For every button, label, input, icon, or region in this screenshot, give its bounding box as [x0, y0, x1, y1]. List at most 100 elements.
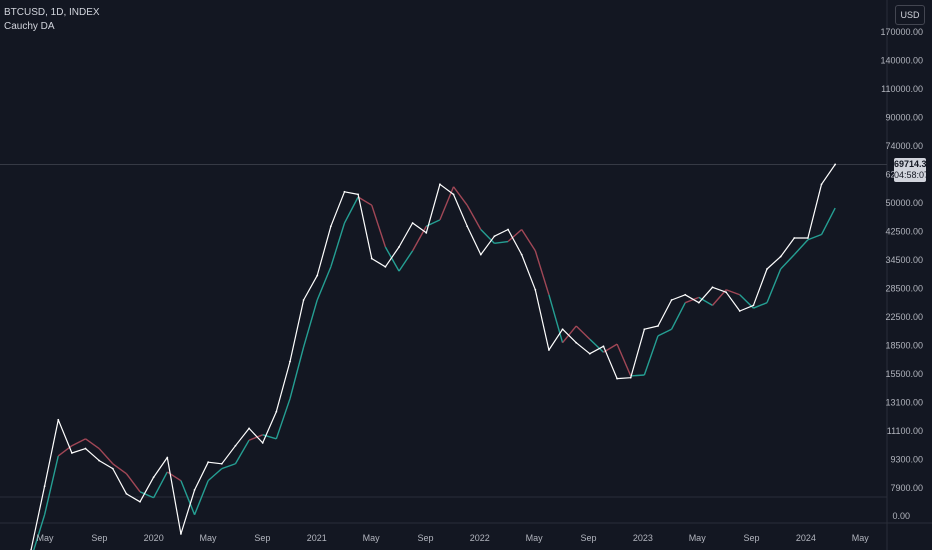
time-tick-label: May — [689, 533, 707, 543]
price-tick-label: 34500.00 — [885, 255, 923, 265]
price-point — [643, 328, 646, 331]
price-point — [629, 376, 632, 379]
price-point — [493, 235, 496, 238]
symbol-title[interactable]: BTCUSD, 1D, INDEX — [4, 7, 100, 18]
band-segment — [616, 343, 632, 377]
price-point — [602, 345, 605, 348]
price-point — [302, 299, 305, 301]
band-segment — [534, 250, 550, 295]
band-segment — [207, 468, 223, 482]
time-axis[interactable]: May Sep 2020 May Sep 2021 May Sep 2022 May Sep 2023… — [36, 533, 869, 543]
currency-button[interactable]: USD — [895, 5, 925, 25]
band-segment — [698, 296, 713, 306]
price-point — [57, 418, 60, 421]
band-segment — [548, 294, 564, 343]
price-point — [575, 341, 578, 344]
band-segment — [780, 254, 795, 270]
price-point — [357, 193, 360, 196]
price-point — [166, 456, 169, 459]
time-tick-label: May — [363, 533, 381, 543]
price-point — [670, 299, 673, 301]
band-segment — [820, 207, 836, 235]
band-segment — [180, 480, 196, 515]
price-point — [193, 488, 196, 491]
price-tick-label: 7900.00 — [890, 483, 923, 493]
price-point — [384, 265, 387, 268]
band-segment — [85, 438, 100, 450]
time-tick-label: 2021 — [307, 533, 327, 543]
price-point — [248, 427, 250, 430]
band-segment — [71, 438, 86, 447]
band-segment — [670, 302, 686, 330]
price-point — [275, 410, 278, 413]
price-point — [779, 255, 782, 258]
band-segment — [725, 289, 741, 296]
price-point — [834, 163, 837, 166]
band-segment — [302, 299, 318, 348]
price-point — [207, 461, 210, 464]
band-segment — [248, 434, 263, 441]
band-segment — [43, 455, 59, 515]
band-segment — [753, 302, 768, 309]
price-tick-label: 11100.00 — [887, 426, 923, 436]
band-segment — [193, 480, 209, 515]
band-segment — [153, 471, 168, 499]
band-segment — [684, 296, 700, 304]
price-tick-label: 170000.00 — [880, 27, 923, 37]
time-tick-label: Sep — [91, 533, 107, 543]
band-segment — [643, 335, 659, 376]
price-tick-label: 15500.00 — [885, 369, 923, 379]
band-segment — [289, 346, 305, 399]
price-point — [711, 286, 714, 289]
band-segment — [562, 325, 577, 344]
price-point — [411, 222, 414, 224]
time-tick-label: Sep — [417, 533, 433, 543]
price-point — [725, 291, 728, 294]
time-tick-label: May — [852, 533, 870, 543]
indicator-tick-label: 0.00 — [892, 511, 910, 521]
band-segment — [793, 239, 809, 256]
price-point — [289, 360, 291, 363]
band-segment — [711, 289, 727, 306]
price-tick-label: 50000.00 — [885, 198, 923, 208]
band-segment — [316, 266, 332, 301]
price-line — [30, 164, 836, 550]
bar-countdown: 04:58:07 — [894, 170, 930, 180]
price-point — [738, 310, 741, 312]
band-segment — [262, 434, 277, 440]
last-price: 69714.38 — [894, 159, 932, 169]
price-point — [98, 459, 101, 462]
band-segment — [371, 204, 387, 248]
band-segment — [657, 328, 672, 337]
time-tick-label: May — [526, 533, 544, 543]
price-point — [793, 237, 796, 239]
price-point — [548, 349, 550, 351]
band-segment — [357, 196, 373, 206]
time-tick-label: May — [200, 533, 218, 543]
price-tick-label: 13100.00 — [885, 398, 923, 408]
price-point — [425, 231, 428, 234]
price-point — [452, 193, 455, 196]
band-segment — [452, 186, 468, 206]
time-tick-label: 2023 — [633, 533, 653, 543]
time-tick-label: Sep — [254, 533, 270, 543]
price-point — [807, 237, 809, 239]
indicator-title[interactable]: Cauchy DA — [4, 21, 55, 32]
price-point — [439, 183, 441, 186]
price-point — [111, 467, 114, 470]
price-point — [220, 462, 223, 465]
band-segment — [98, 448, 114, 465]
time-tick-label: 2020 — [144, 533, 164, 543]
time-tick-label: May — [36, 533, 54, 543]
price-point — [561, 328, 564, 331]
price-tick-label: 140000.00 — [880, 56, 923, 66]
price-point — [43, 485, 46, 488]
price-point — [657, 325, 659, 327]
last-price-tag: 69714.38 04:58:07 — [894, 158, 932, 182]
band-segment — [507, 228, 523, 243]
band-segment — [589, 338, 604, 353]
price-point — [697, 301, 700, 304]
indicator-band — [33, 186, 836, 550]
band-segment — [480, 228, 495, 244]
